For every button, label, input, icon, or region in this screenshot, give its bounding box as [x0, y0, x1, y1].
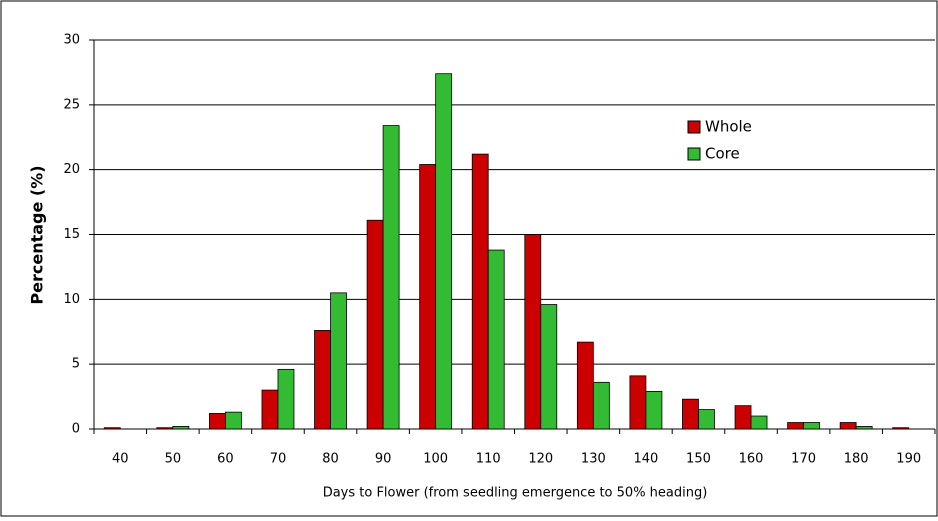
bar [576, 341, 594, 430]
x-tick-label: 80 [322, 452, 339, 467]
bar [839, 422, 857, 430]
x-tick-label: 70 [270, 452, 287, 467]
x-tick-label: 150 [686, 452, 711, 467]
bar [698, 409, 715, 430]
bar [419, 164, 437, 430]
bar [209, 413, 226, 430]
bar [750, 415, 768, 430]
x-tick-label: 50 [165, 452, 182, 467]
x-axis-title: Days to Flower (from seedling emergence … [323, 486, 708, 501]
bar [524, 234, 542, 430]
bar [787, 422, 804, 430]
y-tick-label: 15 [63, 227, 80, 242]
y-tick-label: 10 [63, 292, 80, 307]
bar [382, 125, 400, 430]
x-tick-label: 170 [791, 452, 816, 467]
x-tick-label: 130 [581, 452, 606, 467]
bar [103, 427, 121, 430]
x-tick-label: 60 [217, 452, 234, 467]
bar [645, 390, 663, 430]
bar [487, 249, 505, 430]
x-tick-label: 110 [476, 452, 501, 467]
y-tick-label: 20 [63, 162, 80, 177]
x-tick-label: 190 [896, 452, 921, 467]
legend-label: Whole [705, 118, 752, 136]
bar [592, 381, 610, 430]
y-tick-label: 5 [72, 357, 80, 372]
bar [366, 219, 384, 430]
legend-swatch [687, 147, 701, 161]
x-tick-label: 180 [844, 452, 869, 467]
bar [172, 426, 190, 430]
bar [330, 292, 347, 430]
bar [261, 389, 279, 430]
bar [314, 330, 331, 430]
y-tick-label: 30 [63, 33, 80, 48]
x-tick-label: 100 [423, 452, 448, 467]
bar [855, 426, 873, 430]
x-tick-label: 40 [112, 452, 129, 467]
bar [803, 422, 820, 430]
bar [734, 405, 752, 430]
bar [471, 153, 489, 430]
y-tick-label: 0 [72, 422, 80, 437]
bar [225, 411, 242, 430]
x-tick-label: 140 [633, 452, 658, 467]
bar [277, 368, 295, 430]
bar [682, 398, 699, 430]
x-tick-label: 90 [375, 452, 392, 467]
y-tick-label: 25 [63, 97, 80, 112]
legend-swatch [687, 120, 701, 134]
bar [435, 73, 453, 430]
bar [892, 427, 910, 430]
bar [629, 375, 647, 430]
bar [540, 304, 558, 430]
x-tick-label: 120 [528, 452, 553, 467]
bar [156, 427, 174, 430]
x-tick-label: 160 [739, 452, 764, 467]
y-axis-title: Percentage (%) [28, 165, 47, 304]
legend-label: Core [705, 145, 740, 163]
